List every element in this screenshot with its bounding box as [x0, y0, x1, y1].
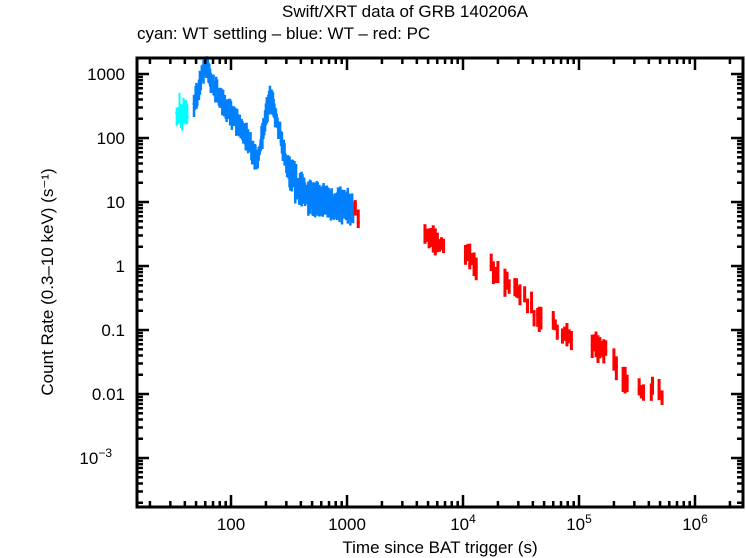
x-tick-exponent: 5 [585, 512, 592, 526]
y-tick-label: 100 [97, 129, 125, 148]
y-tick-label: 10−3 [79, 446, 112, 468]
x-tick-label: 1000 [328, 515, 366, 534]
y-tick-label: 10 [106, 193, 125, 212]
x-tick-labels: 100 1000 104 105 106 [217, 512, 708, 534]
chart-subtitle: cyan: WT settling – blue: WT – red: PC [137, 24, 430, 43]
x-tick-exponent: 6 [701, 512, 708, 526]
x-tick-label: 100 [217, 515, 245, 534]
x-tick-label: 105 [566, 512, 592, 534]
y-tick-label: 1 [116, 257, 125, 276]
plot-frame [135, 56, 745, 509]
x-tick-label: 104 [450, 512, 476, 534]
y-tick-label: 0.01 [92, 385, 125, 404]
y-tick-label: 1000 [87, 65, 125, 84]
y-axis-label: Count Rate (0.3–10 keV) (s⁻¹) [38, 168, 57, 395]
y-tick-exponent: −3 [98, 446, 112, 460]
axis-ticks [137, 58, 743, 507]
x-tick-label: 106 [682, 512, 708, 534]
x-axis-label: Time since BAT trigger (s) [342, 538, 537, 557]
y-tick-label: 0.1 [101, 321, 125, 340]
x-tick-exponent: 4 [469, 512, 476, 526]
chart-title: Swift/XRT data of GRB 140206A [282, 2, 529, 21]
y-tick-labels: 1000 100 10 1 0.1 0.01 10−3 [79, 65, 125, 468]
data-marks [175, 56, 664, 406]
